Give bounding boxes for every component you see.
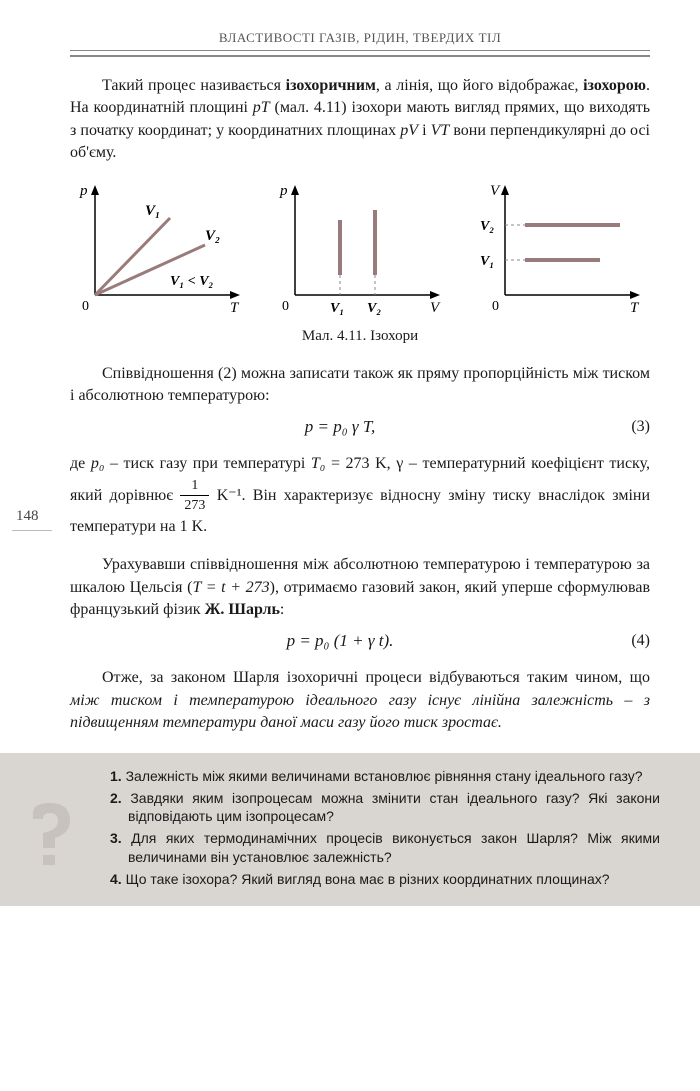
- condition-label: V₁ < V₂: [170, 274, 214, 289]
- chart-pv: p V 0 V₁ V₂: [270, 180, 450, 320]
- origin-label: 0: [82, 299, 89, 314]
- person-charles: Ж. Шарль: [205, 601, 280, 618]
- law-statement: між тиском і температурою ідеального газ…: [70, 692, 650, 731]
- figures-row: p T 0 V₁ V₂ V₁ < V₂ p V 0 V₁ V₂: [70, 180, 650, 320]
- paragraph-4: Урахувавши співвідношення між абсолютною…: [70, 554, 650, 621]
- equation-number: (4): [610, 632, 650, 650]
- figure-caption: Мал. 4.11. Ізохори: [70, 328, 650, 345]
- text: Такий процес називається: [102, 77, 286, 94]
- question-number: 1.: [110, 768, 126, 784]
- y1-label: V₁: [480, 254, 494, 269]
- denominator: 273: [180, 496, 209, 516]
- paragraph-2: Співвідношення (2) можна записати також …: [70, 363, 650, 408]
- equation-3: p = p₀ γ T, (3): [70, 417, 650, 437]
- page-number-rule: [12, 530, 52, 531]
- y2-label: V₂: [480, 219, 494, 234]
- question-item: 3. Для яких термодинамічних процесів вик…: [110, 829, 660, 867]
- x1-label: V₁: [330, 301, 344, 316]
- axis-x-label: T: [630, 300, 640, 316]
- paragraph-3: де p₀ – тиск газу при температурі T₀ = 2…: [70, 453, 650, 538]
- text: Отже, за законом Шарля ізохоричні процес…: [102, 669, 650, 686]
- page-number: 148: [16, 508, 39, 525]
- question-text: Для яких термодинамічних процесів викону…: [128, 830, 660, 865]
- header-rule: [70, 55, 650, 57]
- question-number: 2.: [110, 790, 130, 806]
- question-item: 2. Завдяки яким ізопроцесам можна змінит…: [110, 789, 660, 827]
- equation-body: p = p₀ γ T,: [70, 417, 610, 437]
- equation-number: (3): [610, 418, 650, 436]
- fraction: 1273: [180, 476, 209, 516]
- formula-inline: T = t + 273: [192, 579, 269, 596]
- axis-y-label: p: [79, 183, 88, 199]
- chart-vt: V T 0 V₂ V₁: [470, 180, 650, 320]
- question-text: Завдяки яким ізопроцесам можна змінити с…: [128, 790, 660, 825]
- text: де: [70, 455, 91, 472]
- axis-y-label: V: [490, 183, 501, 199]
- axis-x-label: T: [230, 300, 240, 316]
- origin-label: 0: [492, 299, 499, 314]
- text: :: [280, 601, 284, 618]
- equation-body: p = p₀ (1 + γ t).: [70, 631, 610, 651]
- question-item: 1. Залежність між якими величинами встан…: [110, 767, 660, 786]
- question-number: 3.: [110, 830, 131, 846]
- question-text: Що таке ізохора? Який вигляд вона має в …: [126, 871, 610, 887]
- questions-box: 1. Залежність між якими величинами встан…: [0, 753, 700, 906]
- axis-x-label: V: [430, 300, 441, 316]
- symbol-pt: pT: [253, 99, 270, 116]
- chart-pt: p T 0 V₁ V₂ V₁ < V₂: [70, 180, 250, 320]
- question-mark-icon: [25, 803, 80, 873]
- text: – тиск газу при температурі: [104, 455, 311, 472]
- page: ВЛАСТИВОСТІ ГАЗІВ, РІДИН, ТВЕРДИХ ТІЛ Та…: [0, 0, 700, 1091]
- line1-label: V₁: [145, 203, 160, 219]
- question-number: 4.: [110, 871, 126, 887]
- symbol-t0: T₀: [311, 455, 325, 472]
- chapter-header: ВЛАСТИВОСТІ ГАЗІВ, РІДИН, ТВЕРДИХ ТІЛ: [70, 30, 650, 51]
- question-item: 4. Що таке ізохора? Який вигляд вона має…: [110, 870, 660, 889]
- term-isochore: ізохорою: [583, 77, 646, 94]
- symbol-p0: p₀: [91, 455, 105, 472]
- equation-4: p = p₀ (1 + γ t). (4): [70, 631, 650, 651]
- paragraph-1: Такий процес називається ізохоричним, а …: [70, 75, 650, 165]
- question-text: Залежність між якими величинами встановл…: [126, 768, 643, 784]
- term-isochoric: ізохоричним: [286, 77, 376, 94]
- x2-label: V₂: [367, 301, 381, 316]
- text: і: [418, 122, 431, 139]
- axis-y-label: p: [279, 183, 288, 199]
- paragraph-5: Отже, за законом Шарля ізохоричні процес…: [70, 667, 650, 734]
- line2-label: V₂: [205, 228, 220, 244]
- symbol-vt: VT: [431, 122, 450, 139]
- numerator: 1: [180, 476, 209, 497]
- questions-list: 1. Залежність між якими величинами встан…: [110, 767, 660, 889]
- symbol-pv: pV: [400, 122, 418, 139]
- origin-label: 0: [282, 299, 289, 314]
- text: , а лінія, що його відображає,: [376, 77, 583, 94]
